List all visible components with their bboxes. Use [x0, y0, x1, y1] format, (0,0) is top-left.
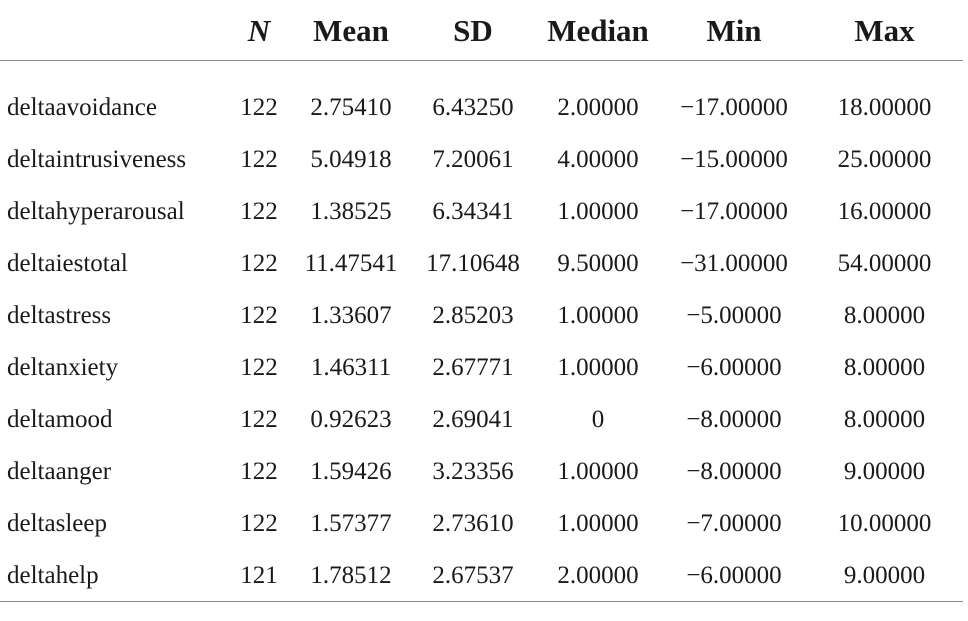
cell-median: 2.00000: [534, 549, 662, 602]
cell-mean: 5.04918: [310, 145, 392, 173]
cell-max: 8.00000: [843, 353, 926, 381]
table-row: deltanxiety 122 1.46311 2.67771 1.00000 −6.00…: [0, 341, 963, 393]
cell-min: −7.00000: [686, 509, 782, 537]
descriptive-statistics-table: N Mean SD Median Min Max deltaavoidance 1…: [0, 0, 963, 602]
cell-max: 10.00000: [837, 509, 932, 537]
cell-variable: deltaavoidance: [7, 93, 157, 121]
cell-max: 16.00000: [837, 197, 932, 225]
cell-min: −8.00000: [686, 457, 782, 485]
cell-median: 2.00000: [557, 93, 639, 121]
cell-variable: deltaintrusiveness: [7, 145, 187, 173]
cell-sd: 2.69041: [432, 405, 514, 433]
cell-sd: 3.23356: [432, 457, 514, 485]
header-spacer: [0, 61, 963, 82]
header-mean: Mean: [290, 0, 412, 61]
cell-sd: 2.85203: [432, 301, 514, 329]
cell-max: 8.00000: [843, 301, 926, 329]
cell-variable: deltanxiety: [7, 353, 119, 381]
cell-mean: 1.38525: [310, 197, 392, 225]
cell-median: 1.00000: [557, 457, 639, 485]
table-body: deltaavoidance 122 2.75410 6.43250 2.00000 −1…: [0, 61, 963, 602]
cell-n: 122: [240, 249, 278, 277]
cell-mean: 1.59426: [310, 457, 392, 485]
cell-n: 122: [240, 457, 278, 485]
cell-max: 18.00000: [837, 93, 932, 121]
cell-median: 1.00000: [557, 197, 639, 225]
cell-mean: 1.57377: [310, 509, 392, 537]
cell-median: 4.00000: [557, 145, 639, 173]
header-max: Max: [806, 0, 963, 61]
table-row: deltahelp 121 1.78512 2.67537 2.00000 −6.0000…: [0, 549, 963, 602]
cell-sd: 7.20061: [432, 145, 514, 173]
cell-min: −31.00000: [680, 249, 788, 277]
table-row: deltahyperarousal 122 1.38525 6.34341 1.0000…: [0, 185, 963, 237]
table-row: deltastress 122 1.33607 2.85203 1.00000 −5.00…: [0, 289, 963, 341]
cell-variable: deltastress: [7, 301, 112, 329]
cell-sd: 6.43250: [432, 93, 514, 121]
cell-variable: deltahelp: [0, 549, 228, 602]
header-n: N: [228, 0, 290, 61]
header-variable: [0, 0, 228, 61]
cell-min: −8.00000: [686, 405, 782, 433]
cell-min: −15.00000: [680, 145, 788, 173]
cell-median: 1.00000: [557, 353, 639, 381]
header-median: Median: [534, 0, 662, 61]
cell-min: −5.00000: [686, 301, 782, 329]
table-row: deltamood 122 0.92623 2.69041 0 −8.00000 8.000…: [0, 393, 963, 445]
cell-n: 122: [240, 301, 278, 329]
cell-variable: deltaanger: [7, 457, 112, 485]
cell-variable: deltahyperarousal: [7, 197, 185, 225]
table-row: deltaanger 122 1.59426 3.23356 1.00000 −8.000…: [0, 445, 963, 497]
cell-max: 9.00000: [843, 457, 926, 485]
cell-min: −6.00000: [662, 549, 806, 602]
cell-median: 0: [591, 405, 605, 433]
cell-sd: 2.67537: [412, 549, 534, 602]
cell-sd: 2.67771: [432, 353, 514, 381]
cell-variable: deltasleep: [7, 509, 107, 537]
cell-median: 1.00000: [557, 301, 639, 329]
cell-min: −17.00000: [680, 93, 788, 121]
cell-mean: 2.75410: [310, 93, 392, 121]
cell-mean: 1.78512: [290, 549, 412, 602]
cell-mean: 1.33607: [310, 301, 392, 329]
cell-n: 122: [240, 145, 278, 173]
cell-variable: deltamood: [7, 405, 113, 433]
cell-n: 121: [228, 549, 290, 602]
cell-sd: 2.73610: [432, 509, 514, 537]
cell-max: 9.00000: [806, 549, 963, 602]
cell-n: 122: [240, 405, 278, 433]
cell-max: 8.00000: [843, 405, 926, 433]
table-row: deltasleep 122 1.57377 2.73610 1.00000 −7.000…: [0, 497, 963, 549]
cell-median: 1.00000: [557, 509, 639, 537]
table-row: deltaiestotal 122 11.47541 17.10648 9.50000 −…: [0, 237, 963, 289]
cell-min: −6.00000: [686, 353, 782, 381]
header-min: Min: [662, 0, 806, 61]
cell-n: 122: [240, 197, 278, 225]
cell-mean: 1.46311: [310, 353, 392, 381]
cell-n: 122: [240, 93, 278, 121]
cell-median: 9.50000: [557, 249, 639, 277]
header-sd: SD: [412, 0, 534, 61]
cell-mean: 0.92623: [310, 405, 392, 433]
cell-max: 54.00000: [837, 249, 932, 277]
table-row: deltaavoidance 122 2.75410 6.43250 2.00000 −1…: [0, 81, 963, 133]
cell-min: −17.00000: [680, 197, 788, 225]
cell-n: 122: [240, 353, 278, 381]
cell-variable: deltaiestotal: [7, 249, 128, 277]
table-row: deltaintrusiveness 122 5.04918 7.20061 4.000…: [0, 133, 963, 185]
cell-max: 25.00000: [837, 145, 932, 173]
cell-sd: 6.34341: [432, 197, 514, 225]
header-row: N Mean SD Median Min Max: [0, 0, 963, 61]
cell-sd: 17.10648: [426, 249, 520, 277]
cell-mean: 11.47541: [304, 249, 398, 277]
cell-n: 122: [240, 509, 278, 537]
